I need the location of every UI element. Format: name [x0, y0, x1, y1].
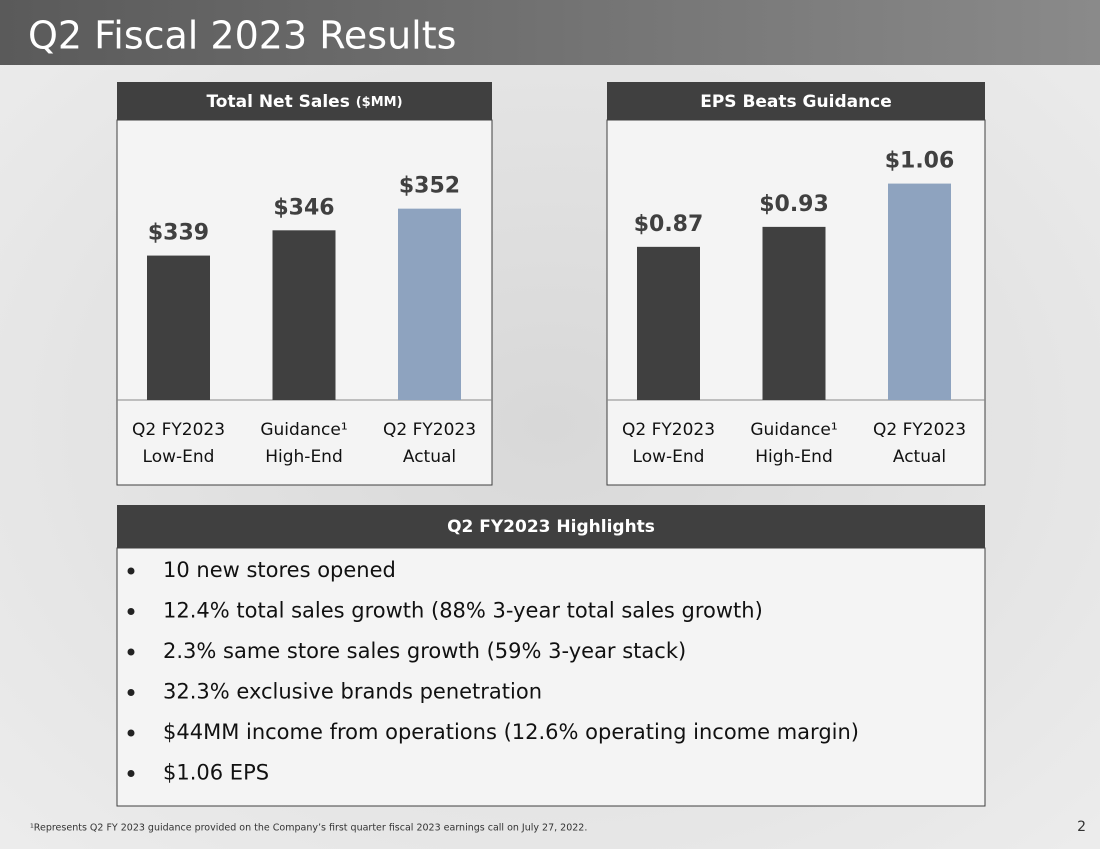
bullet — [127, 648, 135, 656]
category-label: Guidance¹ — [750, 420, 837, 440]
bullet — [127, 729, 135, 737]
highlight-item: 32.3% exclusive brands penetration — [163, 680, 542, 704]
highlights-title: Q2 FY2023 Highlights — [447, 517, 655, 537]
value-label: $0.87 — [634, 212, 704, 237]
bar — [637, 246, 700, 400]
category-label: Low-End — [633, 447, 705, 467]
title-bar — [0, 0, 1100, 65]
footnote: ¹Represents Q2 FY 2023 guidance provided… — [30, 823, 587, 834]
category-label: Q2 FY2023 — [132, 420, 225, 440]
category-label: Low-End — [143, 447, 215, 467]
bar — [147, 255, 210, 400]
bar — [888, 183, 951, 400]
value-label: $352 — [399, 174, 460, 199]
value-label: $346 — [273, 195, 334, 220]
chart-header — [117, 82, 492, 120]
chart-title-text: EPS Beats Guidance — [700, 92, 892, 112]
highlight-item: 12.4% total sales growth (88% 3-year tot… — [163, 599, 763, 623]
bullet — [127, 567, 135, 575]
bullet — [127, 608, 135, 615]
bullet — [127, 689, 135, 696]
chart: Total Net Sales ($MM) $339 Q2 FY2023 Low-En… — [116, 82, 493, 486]
value-label: $1.06 — [885, 149, 955, 174]
chart-title-text: Total Net Sales — [206, 92, 349, 112]
page-number: 2 — [1077, 819, 1086, 835]
bar — [398, 208, 461, 400]
highlight-item: 2.3% same store sales growth (59% 3-year… — [163, 639, 686, 663]
category-label: High-End — [265, 447, 343, 467]
chart-unit: ($MM) — [356, 95, 403, 110]
category-label: Q2 FY2023 — [383, 420, 476, 440]
highlight-item: 10 new stores opened — [163, 558, 396, 582]
slide-title: Q2 Fiscal 2023 Results — [28, 14, 456, 58]
category-label: Actual — [893, 447, 946, 467]
bar — [272, 230, 336, 400]
category-label: Q2 FY2023 — [622, 420, 715, 440]
value-label: $339 — [148, 221, 209, 246]
category-label: Guidance¹ — [260, 420, 347, 440]
chart-header — [607, 82, 985, 120]
chart-title: EPS Beats Guidance — [700, 92, 892, 112]
bar — [762, 226, 826, 400]
chart: EPS Beats Guidance $0.87 Q2 FY2023 Low-End $… — [606, 82, 986, 486]
value-label: $0.93 — [759, 192, 829, 217]
highlight-item: $44MM income from operations (12.6% oper… — [163, 720, 859, 744]
category-label: High-End — [755, 447, 833, 467]
highlight-item: $1.06 EPS — [163, 761, 269, 785]
category-label: Q2 FY2023 — [873, 420, 966, 440]
category-label: Actual — [403, 447, 456, 467]
highlights-header — [117, 505, 985, 548]
bullet — [127, 770, 135, 777]
highlights-box — [116, 547, 986, 807]
chart-title: Total Net Sales ($MM) — [206, 92, 402, 112]
